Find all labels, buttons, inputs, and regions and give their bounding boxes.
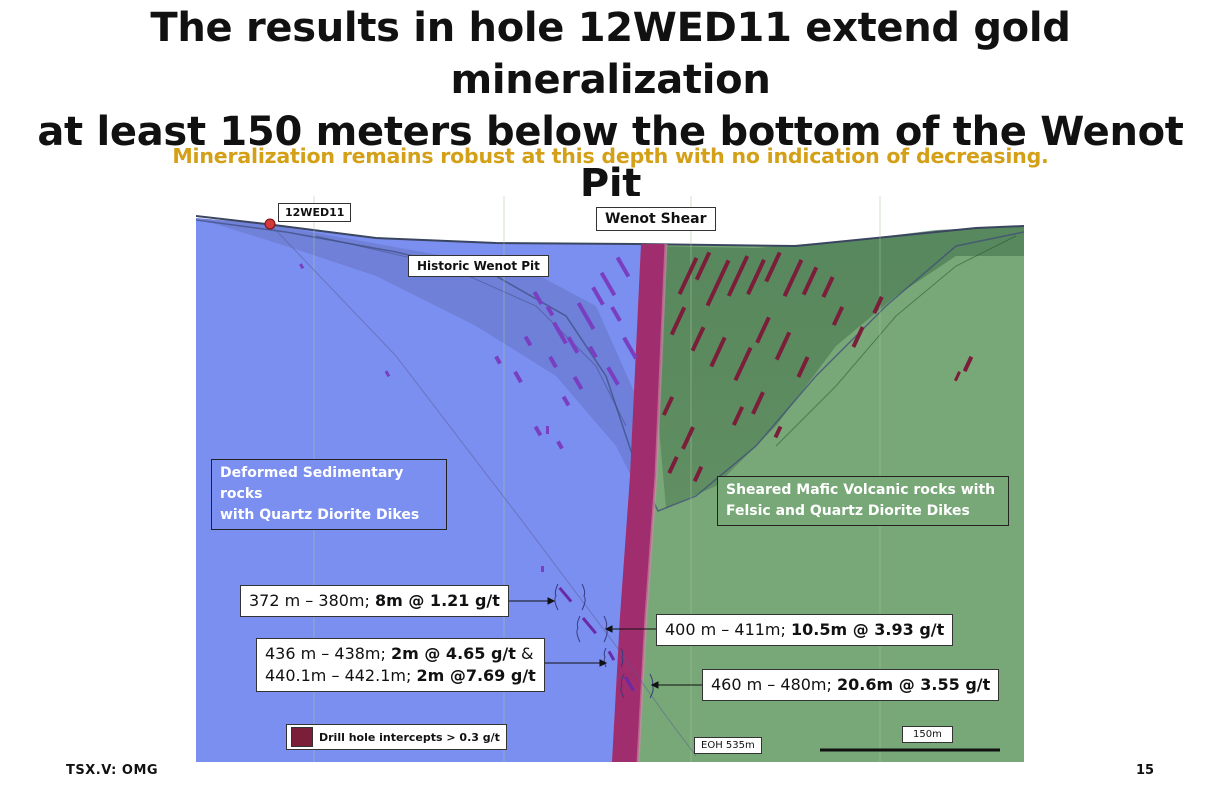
drill-collar-marker — [264, 218, 276, 230]
wenot-shear-edge — [636, 243, 668, 762]
hole-label: 12WED11 — [278, 203, 352, 222]
intercept-box-1: 372 m – 380m; 8m @ 1.21 g/t — [240, 585, 509, 617]
slide-subtitle: Mineralization remains robust at this de… — [172, 144, 1049, 168]
intercepts-deep — [558, 586, 635, 692]
intercept-1-result: 8m @ 1.21 g/t — [374, 591, 500, 610]
wenot-shear-band — [612, 244, 666, 762]
scale-label: 150m — [902, 726, 953, 743]
intercept-3-result: 2m @ 4.65 g/t — [390, 644, 516, 663]
page-number: 15 — [1136, 763, 1155, 778]
pit-outline-inner — [315, 235, 627, 427]
rock-label-sedimentary: Deformed Sedimentary rocks with Quartz D… — [211, 459, 447, 530]
geological-cross-section: 12WED11 Wenot Shear Historic Wenot Pit D… — [196, 196, 1024, 762]
legend-swatch — [291, 727, 313, 747]
intercept-box-2: 400 m – 411m; 10.5m @ 3.93 g/t — [656, 614, 954, 646]
title-line-1: The results in hole 12WED11 extend gold … — [150, 5, 1071, 103]
intercept-4-range: 440.1m – 442.1m; — [265, 666, 417, 685]
ground-surface — [196, 215, 1024, 248]
slide-title: The results in hole 12WED11 extend gold … — [0, 2, 1221, 210]
drill-hole-trace — [269, 223, 697, 757]
intercept-4-result: 2m @7.69 g/t — [416, 666, 536, 685]
rock-right-line-2: Felsic and Quartz Diorite Dikes — [726, 503, 970, 519]
rock-left-line-1: Deformed Sedimentary rocks — [220, 465, 404, 502]
intercept-box-5: 460 m – 480m; 20.6m @ 3.55 g/t — [702, 669, 1000, 701]
intercepts-right — [661, 251, 974, 483]
intercept-arrows — [502, 597, 702, 689]
intercept-2-range: 400 m – 411m; — [665, 620, 791, 639]
eoh-label: EOH 535m — [694, 737, 762, 754]
intercept-2-result: 10.5m @ 3.93 g/t — [790, 620, 945, 639]
pit-zone-left — [196, 218, 641, 496]
pit-zone-right — [651, 226, 1024, 508]
legend-label: Drill hole intercepts > 0.3 g/t — [319, 730, 500, 744]
pit-outline-right-inner — [775, 235, 1017, 447]
shear-label: Wenot Shear — [596, 207, 716, 231]
intercept-1-range: 372 m – 380m; — [249, 591, 375, 610]
intercept-3-range: 436 m – 438m; — [265, 644, 391, 663]
intercept-5-result: 20.6m @ 3.55 g/t — [836, 675, 991, 694]
rock-left-line-2: with Quartz Diorite Dikes — [220, 507, 420, 523]
pit-label: Historic Wenot Pit — [408, 255, 549, 277]
intercept-3-suffix: & — [515, 644, 534, 663]
rock-label-volcanic: Sheared Mafic Volcanic rocks with Felsic… — [717, 476, 1009, 526]
rock-right-line-1: Sheared Mafic Volcanic rocks with — [726, 482, 996, 498]
intercept-5-range: 460 m – 480m; — [711, 675, 837, 694]
intercept-box-3: 436 m – 438m; 2m @ 4.65 g/t & 440.1m – 4… — [256, 638, 545, 692]
footer-ticker: TSX.V: OMG — [66, 763, 159, 778]
title-line-2: at least 150 meters below the bottom of … — [37, 109, 1184, 207]
legend: Drill hole intercepts > 0.3 g/t — [286, 724, 507, 750]
intercepts-left — [299, 256, 638, 572]
